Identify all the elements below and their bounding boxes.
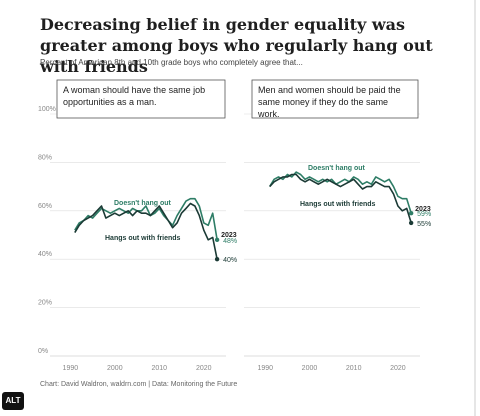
statement-text: Men and women should be paid the same mon… xyxy=(257,85,401,119)
chart-source-caption: Chart: David Waldron, waldrn.com | Data:… xyxy=(40,381,238,388)
end-value-label: 48% xyxy=(223,238,237,245)
end-year-label: 2023 xyxy=(415,206,431,213)
x-tick-label: 2010 xyxy=(152,365,168,372)
y-tick-label: 100% xyxy=(38,106,56,113)
y-tick-label: 0% xyxy=(38,348,48,355)
series-end-point xyxy=(214,237,220,243)
y-tick-label: 80% xyxy=(38,154,52,161)
chart-subtitle: Percent of American 8th and 10th grade b… xyxy=(40,58,303,67)
alt-text-button[interactable]: ALT xyxy=(2,392,24,410)
x-tick-label: 1990 xyxy=(63,365,79,372)
series-label: Hangs out with friends xyxy=(300,201,376,208)
x-tick-label: 2010 xyxy=(346,365,362,372)
frame-edge xyxy=(474,0,476,416)
series-line xyxy=(269,173,412,224)
end-value-label: 40% xyxy=(223,257,237,264)
statement-box xyxy=(56,79,226,119)
series-label: Hangs out with friends xyxy=(105,235,181,242)
statement-text: A woman should have the same job opportun… xyxy=(63,85,205,107)
y-tick-label: 20% xyxy=(38,300,52,307)
series-end-point xyxy=(408,220,414,226)
series-end-point xyxy=(408,211,414,216)
y-tick-label: 60% xyxy=(38,203,52,210)
chart-title: Decreasing belief in gender equality was… xyxy=(40,15,433,76)
series-end-point xyxy=(214,257,220,262)
x-tick-label: 2000 xyxy=(107,365,123,372)
series-label: Doesn't hang out xyxy=(308,165,366,172)
series-line xyxy=(74,202,218,260)
end-value-label: 55% xyxy=(417,221,431,228)
y-tick-label: 40% xyxy=(38,251,52,258)
series-line xyxy=(74,197,218,240)
end-year-label: 2023 xyxy=(221,232,237,239)
statement-box xyxy=(251,79,419,119)
x-tick-label: 2000 xyxy=(302,365,318,372)
panel-2: 1990 2000 2010 2020 Men and women should be … xyxy=(244,79,431,372)
end-value-label: 59% xyxy=(417,211,431,218)
series-label: Doesn't hang out xyxy=(114,200,172,207)
x-tick-label: 2020 xyxy=(390,365,406,372)
x-tick-label: 1990 xyxy=(257,365,273,372)
panel-1: 0% 20% 40% 60% 80% 100% 1990 2000 2010 2020 A woma… xyxy=(38,79,237,372)
x-tick-label: 2020 xyxy=(196,365,212,372)
